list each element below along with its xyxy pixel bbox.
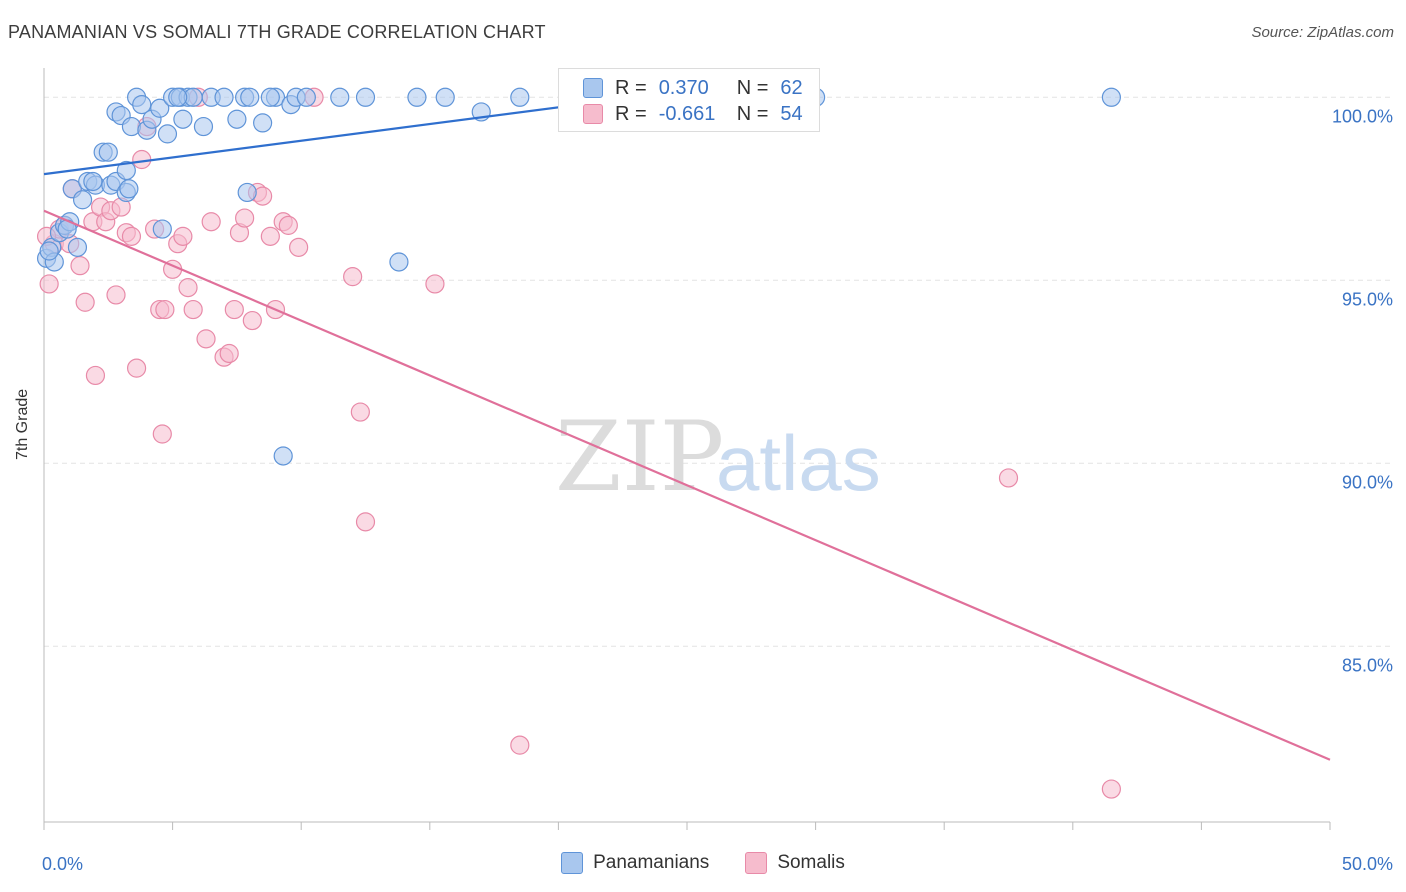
somali-point (126, 358, 147, 378)
x-tick-label-max: 50.0% (1342, 854, 1393, 874)
legend-swatch-pink (583, 104, 603, 124)
legend-r-value: 0.370 (658, 76, 709, 99)
tick-labels: 85.0% 90.0% 95.0% 100.0% 0.0% 50.0% (42, 106, 1393, 874)
legend-r-value: -0.661 (658, 102, 716, 125)
somali-point (196, 329, 216, 349)
somali-point (343, 267, 363, 287)
y-tick-label: 100.0% (1332, 106, 1393, 126)
legend-n-label: N = (736, 102, 769, 125)
somali-point (183, 299, 203, 320)
grid-lines (44, 96, 1390, 647)
chart-title: PANAMANIAN VS SOMALI 7TH GRADE CORRELATI… (8, 22, 546, 42)
panamanian-point (355, 87, 376, 107)
somali-point (75, 292, 95, 312)
somali-point (242, 310, 262, 331)
somali-point (510, 735, 530, 755)
panamanian-point (227, 109, 247, 129)
panamanian-point (152, 219, 172, 239)
panamanian-point (168, 87, 188, 107)
somali-point (39, 274, 59, 294)
somali-point (289, 237, 309, 257)
somali-point (106, 285, 126, 305)
panamanian-point (260, 87, 280, 107)
source-label: Source: ZipAtlas.com (1251, 24, 1394, 41)
watermark-atlas: atlas (716, 419, 881, 507)
legend-n-value: 62 (780, 76, 803, 99)
panamanian-point (253, 113, 273, 133)
panamanian-point (510, 87, 530, 107)
legend-item-panamanians[interactable]: Panamanians (561, 852, 709, 874)
legend-swatch-blue (583, 78, 603, 98)
legend-n-label: N = (736, 76, 769, 99)
somali-point (998, 468, 1019, 488)
legend-row-somalis: R = -0.661 N = 54 (583, 101, 803, 127)
legend-n-value: 54 (780, 102, 803, 125)
panamanian-point (119, 179, 139, 199)
somali-point (355, 512, 376, 532)
legend-r-label: R = (615, 76, 647, 99)
somali-point (350, 402, 370, 422)
somali-point (121, 226, 142, 246)
legend-item-somalis[interactable]: Somalis (745, 852, 845, 874)
watermark: ZIP atlas (555, 401, 881, 513)
panamanian-point (173, 109, 193, 129)
somali-point (235, 208, 255, 228)
panamanian-point (39, 241, 59, 261)
somali-trend-line (43, 209, 1331, 761)
panamanian-point (116, 160, 136, 181)
panamanian-trend-line (43, 96, 636, 176)
panamanian-point (389, 252, 409, 272)
y-tick-label: 90.0% (1342, 472, 1393, 492)
panamanian-point (98, 142, 118, 162)
y-tick-label: 95.0% (1342, 289, 1393, 309)
somali-point (178, 278, 198, 298)
panamanian-point (273, 446, 293, 466)
axes (43, 68, 1331, 830)
somali-point (70, 256, 90, 276)
panamanian-point (150, 98, 170, 118)
panamanians-points (36, 87, 1121, 466)
somali-point (201, 212, 221, 232)
panamanian-point (1101, 87, 1121, 107)
panamanian-point (193, 116, 214, 137)
panamanian-point (72, 190, 93, 210)
somali-point (132, 149, 152, 170)
panamanian-point (214, 87, 234, 107)
somali-point (425, 274, 445, 294)
somali-point (278, 215, 298, 235)
somali-point (224, 299, 244, 320)
somali-point (85, 365, 106, 386)
panamanian-point (296, 87, 316, 107)
somali-point (219, 343, 239, 364)
legend-label-somalis: Somalis (777, 852, 845, 873)
somali-point (1101, 779, 1121, 799)
panamanian-point (330, 87, 350, 107)
panamanian-point (237, 182, 257, 203)
y-tick-label: 85.0% (1342, 655, 1393, 675)
series-legend: Panamanians Somalis (0, 852, 1406, 874)
somali-point (173, 226, 193, 246)
legend-r-label: R = (615, 102, 647, 125)
panamanian-point (132, 95, 152, 115)
panamanian-point (67, 237, 88, 257)
somali-point (152, 424, 172, 444)
legend-swatch-blue (561, 852, 584, 874)
legend-label-panamanians: Panamanians (593, 852, 710, 873)
panamanian-point (83, 171, 103, 192)
panamanian-point (240, 87, 260, 107)
panamanian-point (407, 87, 427, 107)
somali-point (155, 299, 175, 320)
watermark-zip: ZIP (555, 401, 724, 513)
x-tick-label-min: 0.0% (42, 854, 83, 874)
legend-swatch-pink (745, 852, 768, 874)
panamanian-point (157, 124, 178, 144)
legend-row-panamanians: R = 0.370 N = 62 (583, 75, 803, 101)
stats-legend: R = 0.370 N = 62 R = -0.661 N = 54 (558, 68, 820, 132)
panamanian-point (435, 87, 455, 107)
somali-point (260, 226, 280, 246)
trend-lines (43, 96, 1331, 761)
